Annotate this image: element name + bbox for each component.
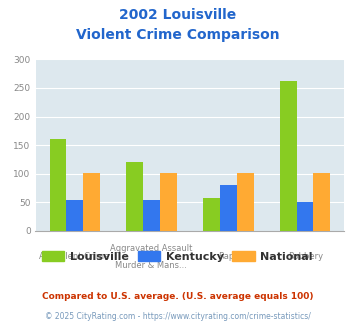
- Bar: [296, 202, 313, 231]
- Text: All Violent Crime: All Violent Crime: [39, 252, 109, 261]
- Bar: [280, 81, 296, 231]
- Bar: [66, 200, 83, 231]
- Text: Aggravated Assault: Aggravated Assault: [110, 244, 192, 253]
- Text: 2002 Louisville: 2002 Louisville: [119, 8, 236, 22]
- Bar: [126, 162, 143, 231]
- Bar: [160, 173, 177, 231]
- Bar: [313, 173, 330, 231]
- Bar: [83, 173, 100, 231]
- Bar: [203, 198, 220, 231]
- Bar: [50, 140, 66, 231]
- Text: © 2025 CityRating.com - https://www.cityrating.com/crime-statistics/: © 2025 CityRating.com - https://www.city…: [45, 312, 310, 321]
- Bar: [237, 173, 253, 231]
- Text: Murder & Mans...: Murder & Mans...: [115, 261, 187, 270]
- Bar: [220, 185, 237, 231]
- Legend: Louisville, Kentucky, National: Louisville, Kentucky, National: [38, 247, 317, 267]
- Bar: [143, 200, 160, 231]
- Text: Violent Crime Comparison: Violent Crime Comparison: [76, 28, 279, 42]
- Text: Compared to U.S. average. (U.S. average equals 100): Compared to U.S. average. (U.S. average …: [42, 292, 313, 301]
- Text: Robbery: Robbery: [288, 252, 323, 261]
- Text: Rape: Rape: [218, 252, 239, 261]
